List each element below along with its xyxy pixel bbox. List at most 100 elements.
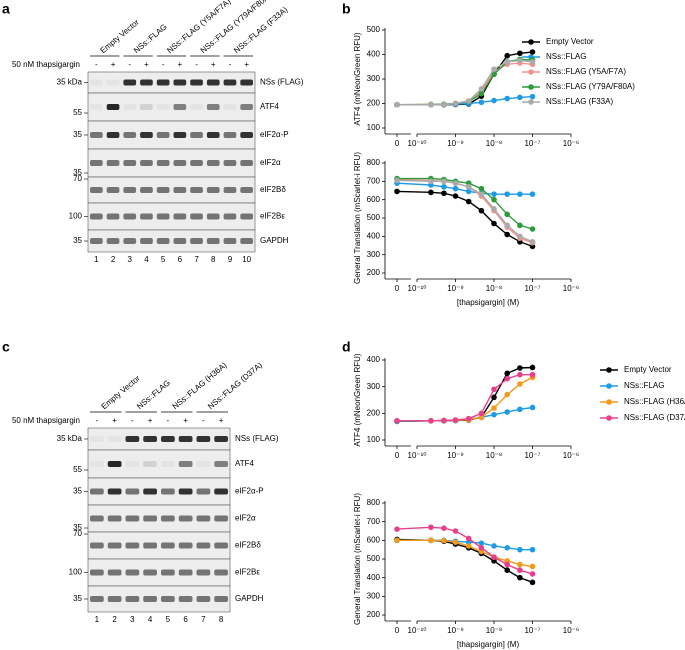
band xyxy=(143,488,157,495)
data-point xyxy=(478,540,485,546)
x-tick-label: 10⁻⁹ xyxy=(447,139,464,148)
band xyxy=(190,187,203,193)
treatment-label: 50 nM thapsigargin xyxy=(12,60,80,69)
protein-label: eIF2α xyxy=(260,158,281,167)
y-axis-label: ATF4 (mNeonGreen RFU) xyxy=(353,32,362,126)
data-point xyxy=(441,190,447,197)
band xyxy=(161,488,175,495)
band xyxy=(161,515,175,522)
band xyxy=(178,461,193,467)
band xyxy=(206,104,220,110)
band xyxy=(206,132,220,138)
x-tick-label: 10⁻⁹ xyxy=(447,626,464,635)
data-point xyxy=(517,561,523,568)
treatment-sign: + xyxy=(211,60,216,69)
band xyxy=(214,569,228,576)
data-point xyxy=(394,101,400,108)
protein-label: ATF4 xyxy=(235,459,255,468)
y-tick-label: 500 xyxy=(367,25,381,34)
data-point xyxy=(465,184,472,190)
data-point xyxy=(491,220,497,227)
band xyxy=(106,160,120,166)
lane-number: 2 xyxy=(111,255,116,264)
legend-marker xyxy=(528,84,534,90)
data-point xyxy=(529,59,536,65)
data-point xyxy=(529,364,536,371)
data-point xyxy=(529,404,536,411)
band xyxy=(125,542,140,549)
y-tick-label: 100 xyxy=(367,123,381,132)
x-tick-label: 10⁻⁶ xyxy=(563,451,579,460)
data-point xyxy=(491,394,497,401)
x-tick-label: 10⁻¹⁰ xyxy=(408,626,427,635)
band xyxy=(214,542,228,549)
protein-label: eIF2α-P xyxy=(235,487,264,496)
mw-marker: 35 xyxy=(73,594,82,603)
treatment-sign: - xyxy=(167,416,170,425)
legend-label: NSs::FLAG (D37A) xyxy=(624,413,685,422)
mw-marker: 55 xyxy=(73,465,82,474)
lane-number: 2 xyxy=(112,615,117,624)
treatment-sign: - xyxy=(202,416,205,425)
treatment-sign: - xyxy=(229,60,232,69)
band xyxy=(190,104,203,110)
data-point xyxy=(491,386,497,393)
band xyxy=(214,515,228,522)
data-point xyxy=(517,371,523,378)
fit-line xyxy=(397,539,533,568)
band xyxy=(223,79,237,86)
band xyxy=(106,238,120,244)
fit-line xyxy=(397,59,533,106)
y-tick-label: 300 xyxy=(367,250,381,259)
treatment-sign: - xyxy=(162,60,165,69)
band xyxy=(214,488,228,495)
band xyxy=(240,104,253,110)
band xyxy=(90,104,103,110)
legend-label: NSs::FLAG xyxy=(624,381,664,390)
data-point xyxy=(491,97,497,104)
treatment-sign: + xyxy=(112,416,117,425)
treatment-sign: + xyxy=(144,60,149,69)
treatment-sign: - xyxy=(128,60,131,69)
protein-label: eIF2Bε xyxy=(260,212,285,221)
data-point xyxy=(478,90,485,97)
band xyxy=(140,238,153,244)
treatment-sign: - xyxy=(195,60,198,69)
band xyxy=(106,213,120,220)
treatment-label: 50 nM thapsigargin xyxy=(12,416,80,425)
data-point xyxy=(428,101,434,108)
band xyxy=(123,79,137,86)
lane-number: 5 xyxy=(166,615,171,624)
data-point xyxy=(478,191,485,197)
data-point xyxy=(441,525,447,531)
band xyxy=(240,213,253,220)
band xyxy=(106,187,120,193)
legend-marker xyxy=(528,39,534,45)
band xyxy=(107,461,122,467)
band xyxy=(196,569,211,576)
band xyxy=(156,213,170,220)
data-point xyxy=(504,211,510,218)
band xyxy=(223,213,237,220)
data-point xyxy=(452,417,459,423)
x-tick-label: 0 xyxy=(395,626,400,635)
band xyxy=(107,542,122,549)
mw-marker: 100 xyxy=(69,212,83,221)
band xyxy=(196,436,211,442)
mw-marker: 70 xyxy=(73,174,82,183)
y-tick-label: 300 xyxy=(367,591,381,600)
protein-label: NSs (FLAG) xyxy=(260,78,304,87)
x-axis-label: [thapsigargin] (M) xyxy=(457,298,520,307)
data-point xyxy=(529,93,536,100)
band xyxy=(90,542,104,549)
lane-number: 5 xyxy=(161,255,166,264)
fit-line xyxy=(397,376,533,422)
band xyxy=(206,238,220,244)
y-tick-label: 300 xyxy=(367,74,381,83)
band xyxy=(190,160,203,166)
x-tick-label: 0 xyxy=(395,451,400,460)
band xyxy=(156,104,170,110)
band xyxy=(106,104,120,110)
band xyxy=(161,569,175,576)
lane-number: 3 xyxy=(128,255,133,264)
